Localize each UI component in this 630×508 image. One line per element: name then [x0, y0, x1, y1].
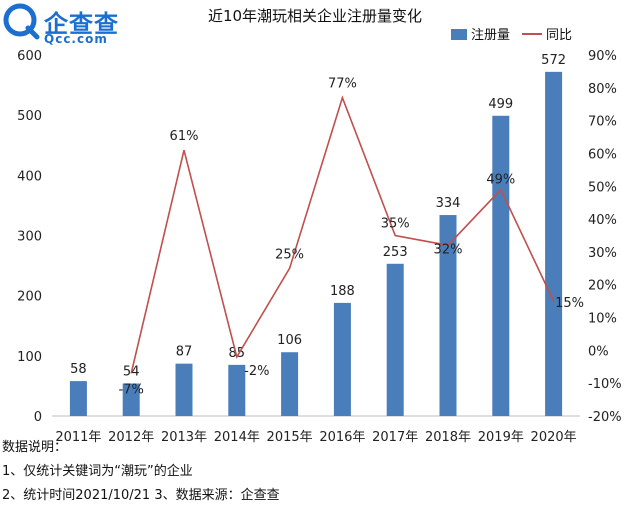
notes-heading: 数据说明：: [2, 440, 68, 455]
right-axis: -20% -10% 0% 10% 20% 30% 40% 50% 60% 70% 80% 90%: [588, 49, 622, 425]
x-tick-label: 2019年: [478, 430, 524, 445]
line-value-label: 15%: [555, 296, 584, 311]
bar-value-label: 572: [541, 53, 566, 68]
left-tick-label: 0: [34, 410, 42, 425]
x-tick-label: 2017年: [372, 430, 418, 445]
line-value-label: 32%: [434, 242, 463, 257]
notes-line-2: 2、统计时间2021/10/21 3、数据来源：企查查: [2, 488, 280, 503]
bar-value-label: 253: [383, 245, 408, 260]
bar: [175, 363, 193, 416]
line-value-label: 35%: [381, 217, 410, 232]
x-tick-label: 2016年: [319, 430, 365, 445]
x-tick-label: 2020年: [531, 430, 577, 445]
yoy-line: [130, 95, 555, 374]
right-tick-label: -10%: [588, 377, 622, 392]
bar-value-label: 106: [277, 333, 302, 348]
left-tick-label: 200: [17, 290, 42, 305]
line-value-label: 77%: [328, 77, 357, 92]
right-tick-label: 20%: [588, 279, 617, 294]
x-tick-label: 2014年: [214, 430, 260, 445]
legend-line-label: 同比: [546, 28, 572, 43]
bar: [69, 381, 87, 416]
left-tick-label: 100: [17, 350, 42, 365]
right-tick-label: 60%: [588, 147, 617, 162]
bar: [333, 302, 351, 416]
bar-value-label: 87: [176, 345, 193, 360]
chart-title: 近10年潮玩相关企业注册量变化: [208, 7, 422, 25]
right-tick-label: 80%: [588, 82, 617, 97]
x-tick-label: 2018年: [425, 430, 471, 445]
legend: 注册量 同比: [451, 28, 572, 43]
bar: [386, 263, 404, 416]
bar: [545, 71, 563, 416]
bar: [281, 352, 299, 416]
notes: 数据说明： 1、仅统计关键词为“潮玩”的企业 2、统计时间2021/10/21 …: [2, 436, 280, 508]
brand-site: Qcc.com: [44, 32, 108, 46]
left-tick-label: 300: [17, 230, 42, 245]
right-tick-label: 10%: [588, 312, 617, 327]
bar: [439, 215, 457, 416]
right-tick-label: 50%: [588, 180, 617, 195]
x-tick-label: 2012年: [108, 430, 154, 445]
bar-value-label: 58: [70, 362, 87, 377]
bar-series: [69, 71, 563, 416]
right-tick-label: 30%: [588, 246, 617, 261]
left-tick-label: 400: [17, 169, 42, 184]
left-tick-label: 600: [17, 49, 42, 64]
line-value-label: -2%: [244, 364, 269, 379]
line-data-labels: -7% 61% -2% 25% 77% 35% 32% 49% 15%: [119, 77, 585, 398]
right-tick-label: 0%: [588, 344, 609, 359]
notes-line-1: 1、仅统计关键词为“潮玩”的企业: [2, 464, 193, 479]
bar: [122, 383, 140, 416]
x-tick-label: 2011年: [55, 430, 101, 445]
left-tick-label: 500: [17, 109, 42, 124]
bar-value-label: 188: [330, 284, 355, 299]
line-value-label: -7%: [119, 382, 144, 397]
line-value-label: 25%: [275, 247, 304, 262]
legend-bar-label: 注册量: [471, 28, 510, 43]
bar-value-label: 334: [436, 196, 461, 211]
x-axis: 2011年 2012年 2013年 2014年 2015年 2016年 2017年 2018年…: [55, 430, 576, 445]
line-value-label: 49%: [486, 173, 515, 188]
right-tick-label: -20%: [588, 410, 622, 425]
brand-name: 企查查: [44, 10, 119, 38]
x-tick-label: 2013年: [161, 430, 207, 445]
line-value-label: 61%: [170, 129, 199, 144]
right-tick-label: 90%: [588, 49, 617, 64]
legend-bar-swatch: [451, 29, 467, 40]
bar: [228, 364, 246, 416]
right-tick-label: 40%: [588, 213, 617, 228]
brand-logo-icon: [3, 3, 40, 40]
left-axis: 0 100 200 300 400 500 600: [17, 49, 42, 425]
x-tick-label: 2015年: [267, 430, 313, 445]
right-tick-label: 70%: [588, 115, 617, 130]
bar-value-label: 499: [488, 97, 513, 112]
bar: [492, 115, 510, 416]
